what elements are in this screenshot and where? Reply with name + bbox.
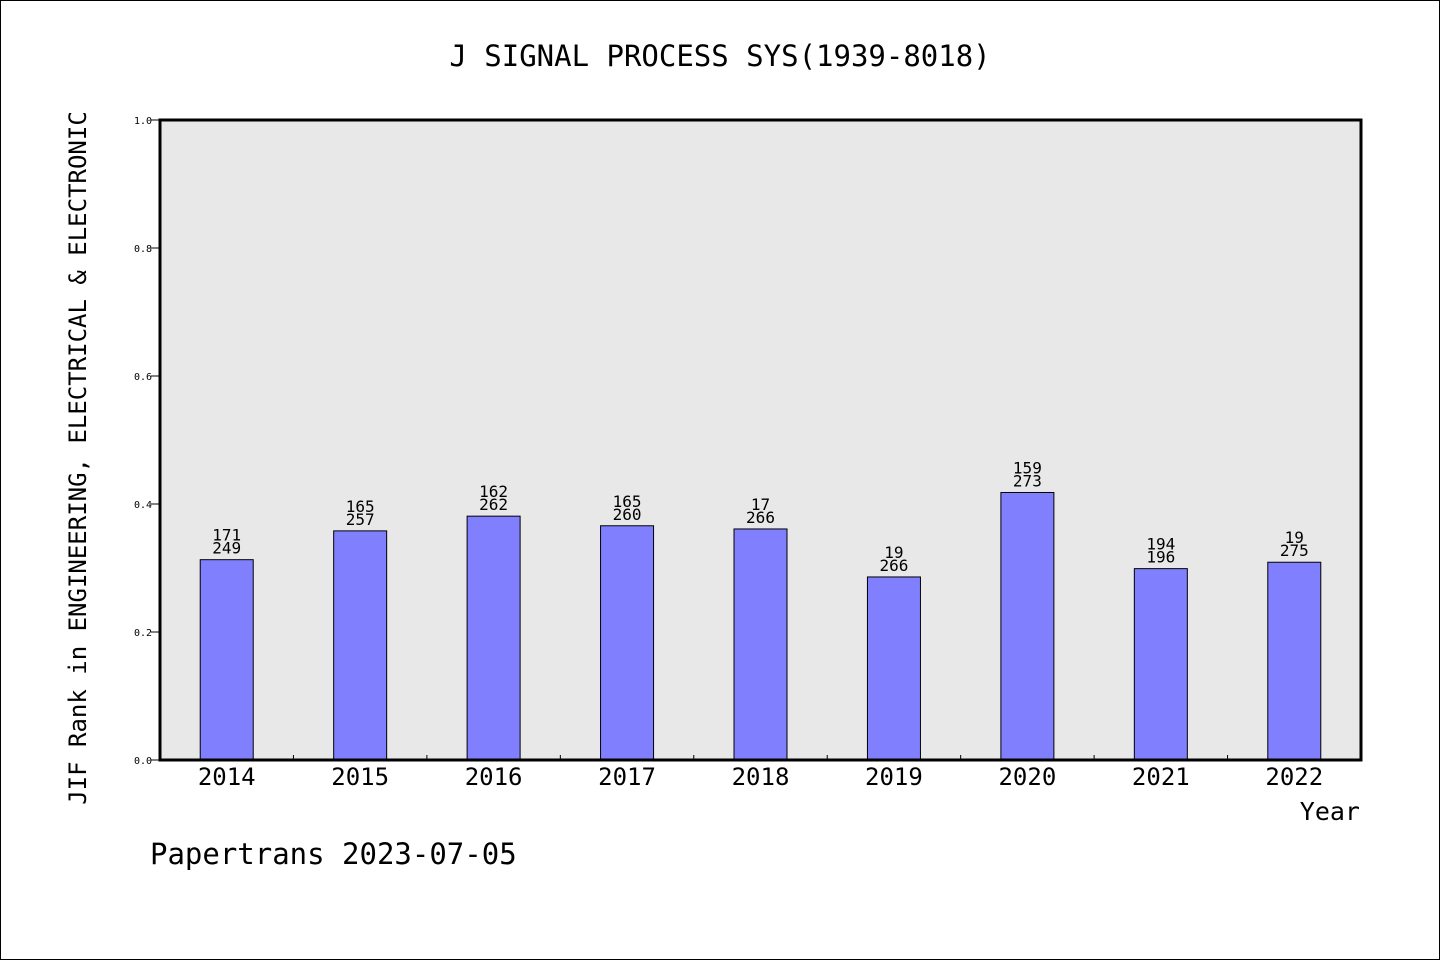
bar-2021 xyxy=(1133,568,1188,761)
chart-title: J SIGNAL PROCESS SYS(1939-8018) xyxy=(449,39,990,73)
bar-label-bottom: 257 xyxy=(346,510,375,529)
bar-label-bottom: 260 xyxy=(613,505,642,524)
bar-label-bottom: 266 xyxy=(879,556,908,575)
x-tick-label: 2015 xyxy=(331,763,389,791)
footer-text: Papertrans 2023-07-05 xyxy=(150,837,517,871)
x-tick-label: 2017 xyxy=(598,763,656,791)
bar-2015 xyxy=(333,530,388,761)
bar-label-bottom: 273 xyxy=(1013,471,1042,490)
x-tick-label: 2020 xyxy=(998,763,1056,791)
y-tick-label: 0.2 xyxy=(134,628,152,639)
x-tick-label: 2016 xyxy=(465,763,523,791)
x-tick-label: 2021 xyxy=(1132,763,1190,791)
bar-label-top: 159 xyxy=(1013,458,1042,477)
bar-2014 xyxy=(199,559,254,761)
bar-label-bottom: 262 xyxy=(479,495,508,514)
bar-label-top: 165 xyxy=(346,497,375,516)
bar-2020 xyxy=(1000,491,1055,761)
y-axis-label: JIF Rank in ENGINEERING, ELECTRICAL & EL… xyxy=(64,111,92,805)
plot-border xyxy=(158,118,1363,762)
y-tick-label: 0.8 xyxy=(134,244,152,255)
y-tick-label: 0.4 xyxy=(134,500,152,511)
x-tick-label: 2014 xyxy=(198,763,256,791)
bar-label-bottom: 275 xyxy=(1280,541,1309,560)
bar-2018 xyxy=(733,528,788,761)
bar-2016 xyxy=(466,515,521,761)
bar-label-top: 162 xyxy=(479,482,508,501)
bar-series xyxy=(199,491,1322,761)
y-tick-label: 0.6 xyxy=(134,372,152,383)
bar-label-bottom: 266 xyxy=(746,508,775,527)
x-tick-label: 2018 xyxy=(732,763,790,791)
x-tick-labels: 2014 2015 2016 2017 2018 2019 2020 2021 2022 xyxy=(198,763,1323,791)
x-tick-label: 2022 xyxy=(1265,763,1323,791)
bar-label-top: 194 xyxy=(1146,535,1175,554)
bar-label-top: 19 xyxy=(1285,528,1304,547)
bar-label-bottom: 196 xyxy=(1146,548,1175,567)
bar-label-top: 17 xyxy=(751,495,770,514)
x-axis-label: Year xyxy=(1300,797,1360,826)
bar-label-top: 19 xyxy=(884,543,903,562)
y-tick-label: 1.0 xyxy=(134,116,152,127)
bar-label-top: 171 xyxy=(212,526,241,545)
bar-2019 xyxy=(866,576,921,761)
y-tick-label: 0.0 xyxy=(134,756,152,767)
y-axis: 0.0 0.2 0.4 0.6 0.8 1.0 xyxy=(134,116,160,767)
x-tick-label: 2019 xyxy=(865,763,923,791)
bar-label-top: 165 xyxy=(613,492,642,511)
bar-2017 xyxy=(600,525,655,761)
bar-label-bottom: 249 xyxy=(212,539,241,558)
bar-2022 xyxy=(1267,561,1322,761)
